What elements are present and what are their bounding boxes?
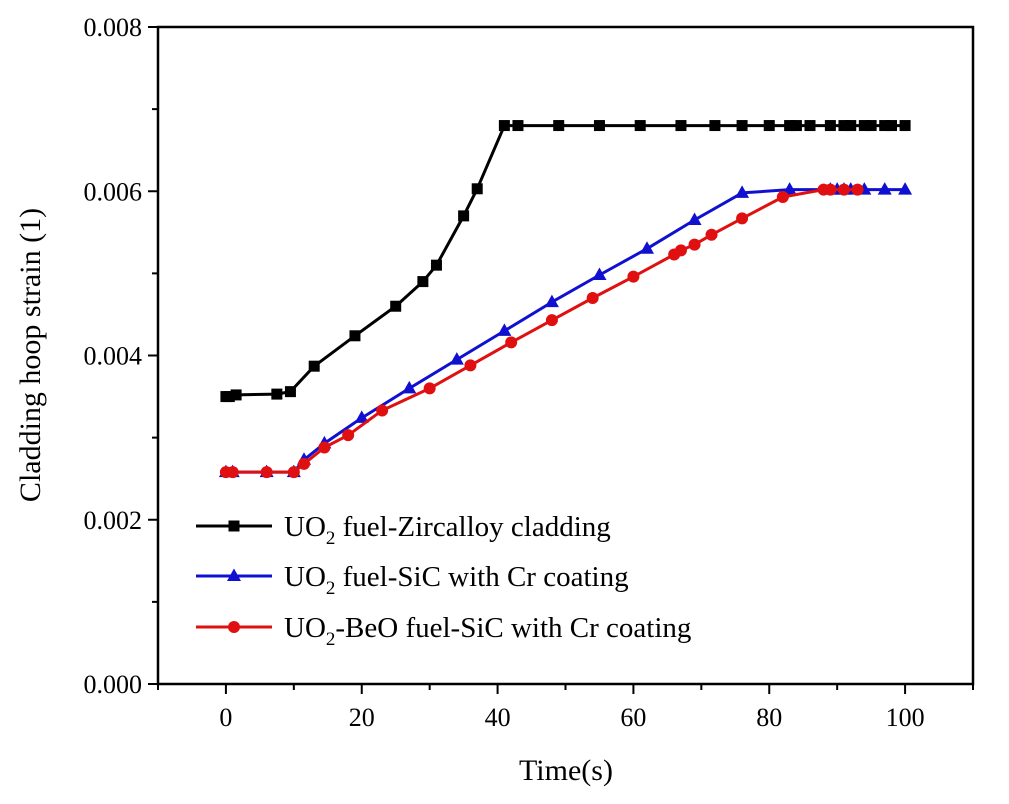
data-point-beo-sic-cr (824, 183, 837, 196)
series-beo-sic-cr (219, 183, 864, 479)
data-point-beo-sic-cr (705, 228, 718, 241)
data-point-sic-cr (544, 294, 559, 308)
data-point-beo-sic-cr (674, 244, 687, 257)
data-point-zircalloy (824, 120, 836, 132)
data-point-beo-sic-cr (423, 382, 436, 395)
data-point-zircalloy (675, 120, 687, 132)
data-point-sic-cr (497, 323, 512, 336)
data-point-sic-cr (640, 241, 654, 254)
data-point-beo-sic-cr (627, 270, 640, 283)
data-point-zircalloy (804, 120, 816, 132)
legend-label: UO2-BeO fuel-SiC with Cr coating (284, 612, 691, 650)
data-point-beo-sic-cr (586, 292, 599, 305)
data-point-zircalloy (790, 120, 802, 132)
data-point-zircalloy (417, 276, 429, 288)
x-tick-label: 20 (349, 703, 375, 732)
axis-ticks (148, 26, 974, 694)
data-point-zircalloy (593, 120, 605, 132)
series-sic-cr (218, 182, 913, 478)
data-point-zircalloy (223, 391, 235, 403)
legend-marker (228, 520, 240, 532)
x-axis-title: Time(s) (519, 754, 613, 787)
legend-marker (228, 621, 240, 633)
data-point-beo-sic-cr (464, 359, 477, 372)
legend-entry-sic-cr: UO2 fuel-SiC with Cr coating (196, 561, 629, 599)
data-point-beo-sic-cr (376, 404, 389, 417)
data-point-sic-cr (402, 380, 417, 394)
series-line-beo-sic-cr (225, 188, 858, 474)
data-point-zircalloy (858, 120, 870, 132)
data-point-sic-cr (449, 352, 464, 365)
y-tick-label: 0.004 (84, 342, 143, 371)
data-point-beo-sic-cr (318, 441, 331, 454)
x-tick-label: 60 (620, 703, 646, 732)
legend-label: UO2 fuel-Zircalloy cladding (284, 511, 611, 549)
data-point-beo-sic-cr (736, 212, 749, 225)
data-point-zircalloy (865, 120, 877, 132)
data-point-zircalloy (886, 120, 897, 132)
series-zircalloy (220, 120, 911, 403)
data-point-zircalloy (634, 120, 646, 132)
legend-entry-zircalloy: UO2 fuel-Zircalloy cladding (196, 511, 611, 549)
data-point-beo-sic-cr (226, 466, 239, 479)
data-point-zircalloy (471, 183, 483, 195)
x-tick-label: 100 (886, 703, 925, 732)
series-line-zircalloy (225, 124, 906, 399)
y-tick-labels: 0.000 0.002 0.004 0.006 0.008 (84, 13, 143, 699)
x-tick-label: 80 (756, 703, 782, 732)
data-point-zircalloy (308, 360, 320, 372)
legend-label: UO2 fuel-SiC with Cr coating (284, 561, 629, 599)
legend-entry-beo-sic-cr: UO2-BeO fuel-SiC with Cr coating (196, 612, 691, 650)
series-line-sic-cr (225, 188, 906, 474)
data-point-zircalloy (899, 120, 911, 132)
data-point-zircalloy (879, 120, 891, 132)
data-point-beo-sic-cr (342, 429, 355, 442)
data-point-sic-cr (735, 185, 750, 198)
data-point-beo-sic-cr (776, 190, 789, 203)
data-point-zircalloy (349, 330, 361, 342)
legend-marker (227, 568, 241, 581)
data-point-beo-sic-cr (688, 238, 701, 251)
y-tick-label: 0.000 (84, 670, 143, 699)
data-point-zircalloy (784, 120, 796, 132)
x-tick-label: 40 (485, 703, 511, 732)
data-point-zircalloy (390, 300, 402, 312)
data-point-sic-cr (877, 182, 892, 195)
y-tick-label: 0.006 (84, 177, 143, 206)
series-layer (218, 120, 913, 479)
data-point-zircalloy (838, 120, 850, 132)
data-point-beo-sic-cr (837, 183, 850, 196)
data-point-zircalloy (736, 120, 748, 132)
data-point-zircalloy (763, 120, 775, 132)
data-point-zircalloy (284, 386, 296, 398)
data-point-beo-sic-cr (298, 457, 311, 470)
data-point-sic-cr (687, 212, 702, 225)
data-point-zircalloy (845, 120, 857, 132)
data-point-beo-sic-cr (851, 183, 864, 196)
x-tick-label: 0 (219, 703, 232, 732)
data-point-sic-cr (354, 410, 369, 423)
data-point-zircalloy (430, 259, 442, 271)
data-point-zircalloy (512, 120, 524, 132)
data-point-zircalloy (458, 210, 470, 222)
data-point-beo-sic-cr (545, 314, 558, 327)
data-point-zircalloy (230, 389, 242, 401)
data-point-beo-sic-cr (260, 466, 273, 479)
y-tick-label: 0.008 (84, 13, 143, 42)
y-tick-label: 0.002 (84, 506, 143, 535)
data-point-zircalloy (709, 120, 721, 132)
data-point-sic-cr (782, 182, 797, 195)
y-axis-title: Cladding hoop strain (1) (14, 208, 47, 502)
data-point-zircalloy (553, 120, 565, 132)
data-point-sic-cr (592, 267, 607, 281)
data-point-beo-sic-cr (287, 466, 300, 479)
legend: UO2 fuel-Zircalloy cladding UO2 fuel-SiC … (196, 511, 691, 650)
data-point-zircalloy (271, 388, 283, 400)
data-point-beo-sic-cr (505, 336, 518, 349)
data-point-zircalloy (498, 120, 510, 132)
data-point-sic-cr (898, 182, 913, 195)
x-tick-labels: 0 20 40 60 80 100 (219, 703, 924, 732)
